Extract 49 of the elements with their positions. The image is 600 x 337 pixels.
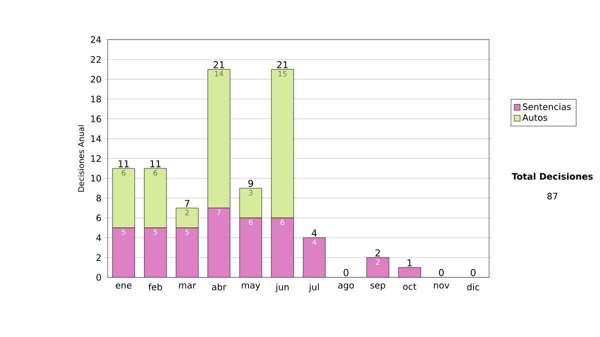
x-tick-label: feb <box>148 284 162 290</box>
legend-label: Sentencias <box>522 103 571 110</box>
total-label: 11 <box>118 160 129 168</box>
y-tick-label: 14 <box>91 136 102 142</box>
y-tick-label: 22 <box>90 56 101 63</box>
x-tick-label: oct <box>403 284 416 290</box>
y-tick-label: 20 <box>90 76 101 83</box>
total-label: 2 <box>376 249 380 256</box>
x-tick-label: may <box>242 284 260 290</box>
y-tick-label: 12 <box>91 155 101 162</box>
bar <box>239 218 262 278</box>
x-tick-label: sep <box>370 284 386 290</box>
x-tick-label: jun <box>275 284 289 292</box>
text: Total Decisiones <box>512 172 593 180</box>
bar <box>302 238 326 278</box>
y-tick-label: 4 <box>96 234 102 242</box>
total-label: 21 <box>214 61 224 68</box>
bar <box>112 228 135 278</box>
y-tick-label: 10 <box>91 175 101 182</box>
x-tick-label: dic <box>467 284 480 290</box>
text: 87 <box>547 192 558 200</box>
x-tick-label: jul <box>308 284 319 292</box>
total-label: 0 <box>344 269 348 276</box>
x-tick-label: ago <box>338 284 354 290</box>
y-tick-label: 18 <box>91 96 101 103</box>
total-label: 0 <box>470 269 476 276</box>
total-label: 0 <box>439 269 444 276</box>
bar <box>366 257 390 278</box>
y-tick-label: 6 <box>96 214 101 222</box>
x-tick-label: ene <box>116 284 132 289</box>
x-tick-label: nov <box>434 284 450 289</box>
total-label: 11 <box>150 160 160 168</box>
y-tick-label: 0 <box>96 274 101 281</box>
y-tick-label: 8 <box>96 194 101 202</box>
legend-label: Autos <box>522 114 548 122</box>
bar <box>176 228 198 278</box>
x-tick-label: mar <box>179 284 196 289</box>
total-label: 4 <box>312 230 317 237</box>
total-label: 7 <box>184 200 190 207</box>
bar <box>144 228 167 278</box>
y-tick-label: 24 <box>90 36 102 44</box>
bar <box>271 218 294 278</box>
x-tick-label: abr <box>212 284 226 290</box>
total-label: 1 <box>408 259 412 266</box>
total-label: 21 <box>277 61 288 68</box>
bar <box>208 208 230 278</box>
y-tick-label: 2 <box>96 254 101 261</box>
total-label: 9 <box>248 180 254 188</box>
y-tick-label: 16 <box>91 116 101 122</box>
